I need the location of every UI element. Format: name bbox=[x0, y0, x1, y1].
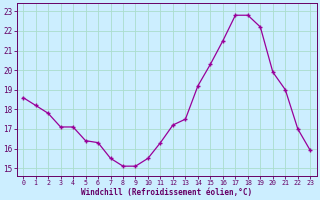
X-axis label: Windchill (Refroidissement éolien,°C): Windchill (Refroidissement éolien,°C) bbox=[81, 188, 252, 197]
